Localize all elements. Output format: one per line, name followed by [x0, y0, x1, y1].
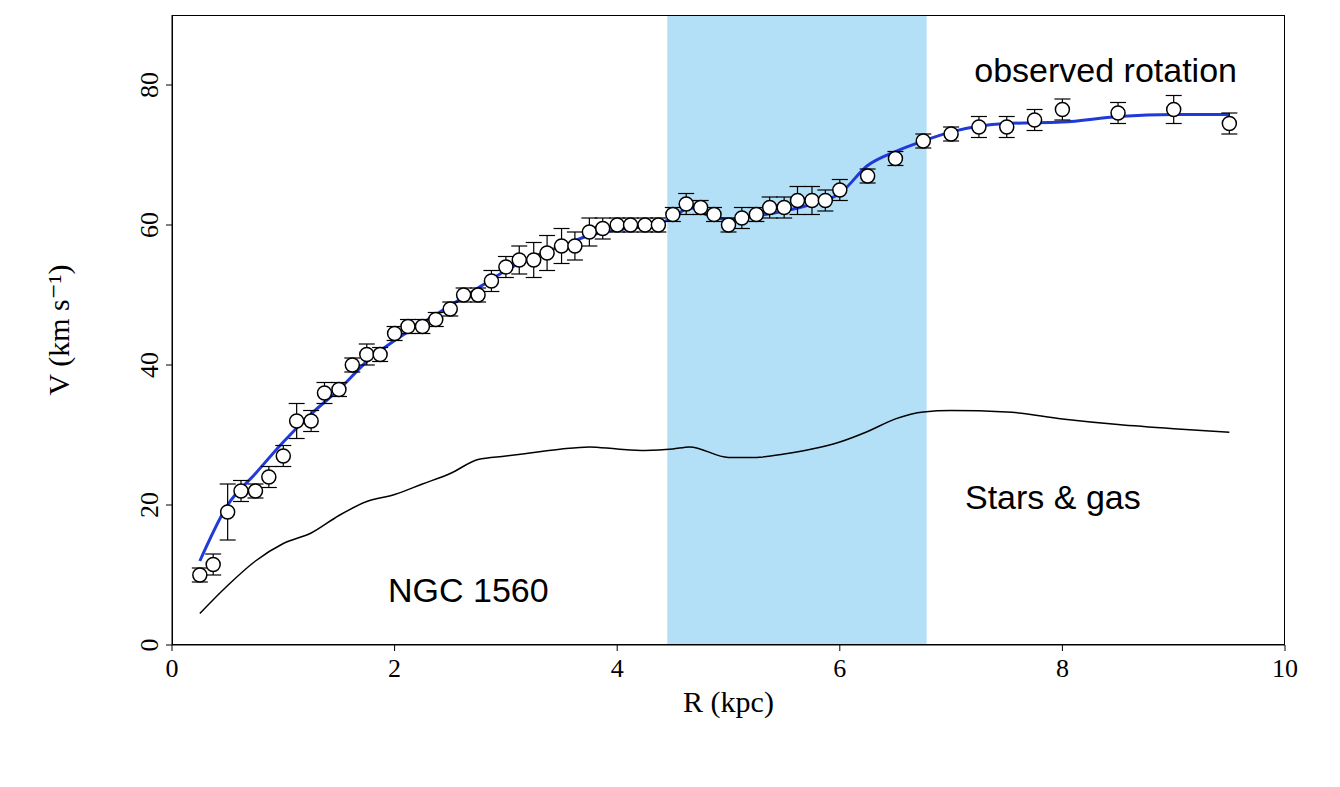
svg-text:4: 4 [611, 654, 624, 683]
svg-text:6: 6 [833, 654, 846, 683]
html-text:V (km s⁻¹): V (km s⁻¹) [41, 264, 75, 396]
svg-text:20: 20 [135, 492, 164, 518]
svg-text:0: 0 [166, 654, 179, 683]
svg-text:40: 40 [135, 352, 164, 378]
svg-text:0: 0 [135, 639, 164, 652]
svg-text:2: 2 [388, 654, 401, 683]
svg-text:60: 60 [135, 212, 164, 238]
svg-text:10: 10 [1272, 654, 1298, 683]
html-text:observed rotation: observed rotation [974, 50, 1237, 89]
svg-text:80: 80 [135, 72, 164, 98]
html-text:NGC 1560: NGC 1560 [388, 570, 549, 609]
svg-text:8: 8 [1056, 654, 1069, 683]
html-text:R (kpc): R (kpc) [683, 685, 774, 718]
html-text:Stars & gas: Stars & gas [965, 477, 1141, 516]
